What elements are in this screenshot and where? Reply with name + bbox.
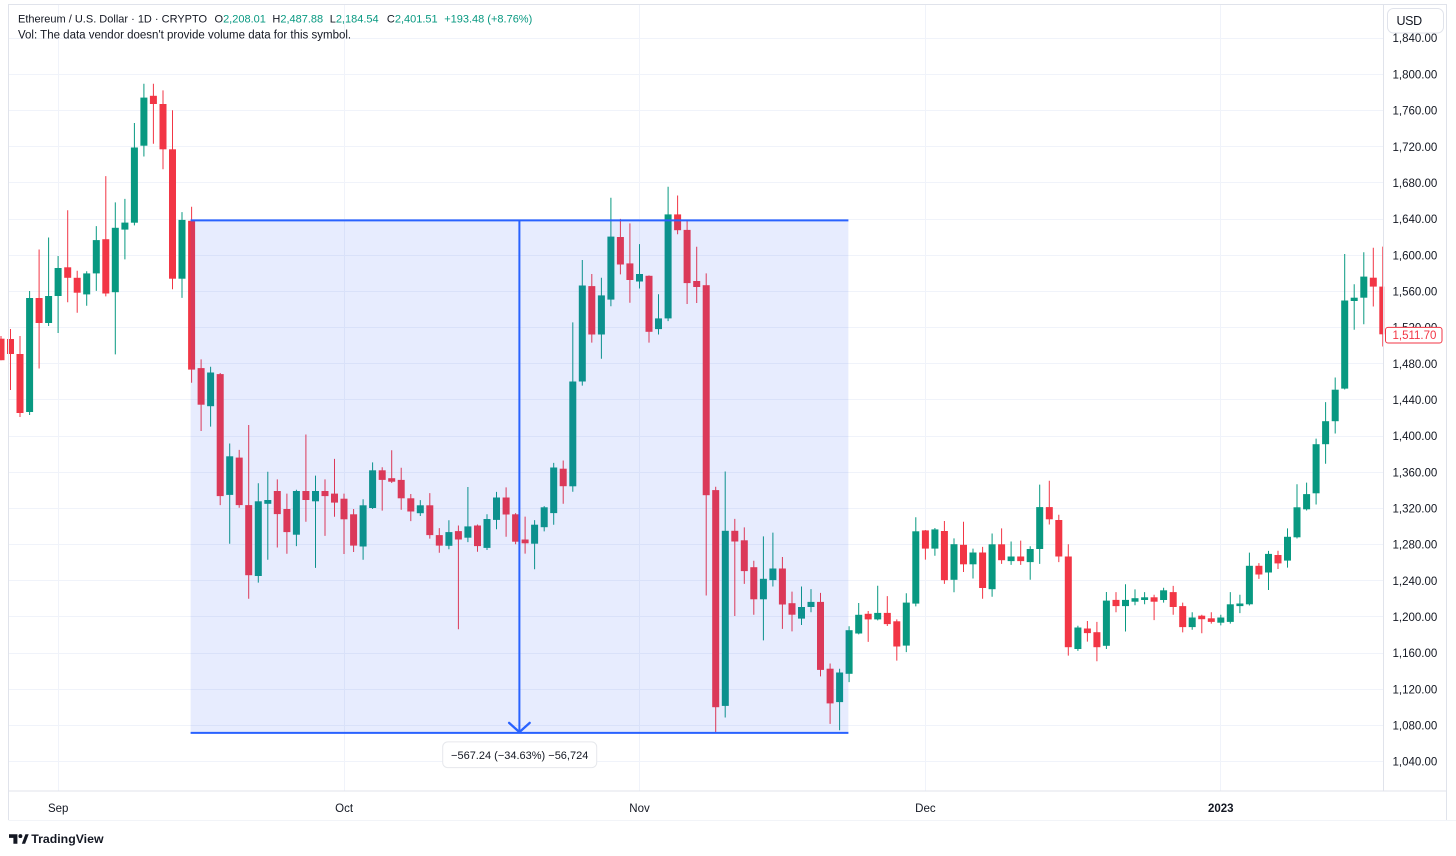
svg-text:1,760.00: 1,760.00 xyxy=(1393,106,1438,118)
svg-text:1,720.00: 1,720.00 xyxy=(1393,142,1438,154)
svg-text:−567.24 (−34.63%) −56,724: −567.24 (−34.63%) −56,724 xyxy=(451,750,588,762)
svg-text:Sep: Sep xyxy=(48,803,68,815)
svg-text:Ethereum / U.S. Dollar · 1D ·: Ethereum / U.S. Dollar · 1D · CRYPTO O2,2… xyxy=(18,13,532,25)
svg-text:USD: USD xyxy=(1397,14,1423,28)
svg-text:1,511.70: 1,511.70 xyxy=(1393,330,1437,342)
svg-text:1,120.00: 1,120.00 xyxy=(1393,684,1438,696)
svg-text:Vol: The data vendor doesn't p: Vol: The data vendor doesn't provide vol… xyxy=(18,30,351,42)
svg-text:1,320.00: 1,320.00 xyxy=(1393,504,1438,516)
svg-text:Oct: Oct xyxy=(335,803,354,815)
svg-text:1,360.00: 1,360.00 xyxy=(1393,467,1438,479)
svg-text:1,640.00: 1,640.00 xyxy=(1393,214,1438,226)
svg-text:2023: 2023 xyxy=(1208,803,1234,815)
svg-text:1,480.00: 1,480.00 xyxy=(1393,359,1438,371)
svg-text:TradingView: TradingView xyxy=(31,832,104,846)
svg-text:1,200.00: 1,200.00 xyxy=(1393,612,1438,624)
svg-text:Dec: Dec xyxy=(915,803,936,815)
svg-text:1,680.00: 1,680.00 xyxy=(1393,178,1438,190)
svg-text:1,840.00: 1,840.00 xyxy=(1393,33,1438,45)
svg-text:Nov: Nov xyxy=(629,803,650,815)
svg-text:1,280.00: 1,280.00 xyxy=(1393,540,1438,552)
svg-text:1,800.00: 1,800.00 xyxy=(1393,69,1438,81)
svg-text:1,240.00: 1,240.00 xyxy=(1393,576,1438,588)
svg-text:1,560.00: 1,560.00 xyxy=(1393,286,1438,298)
svg-text:1,400.00: 1,400.00 xyxy=(1393,431,1438,443)
svg-text:1,080.00: 1,080.00 xyxy=(1393,721,1438,733)
svg-text:1,040.00: 1,040.00 xyxy=(1393,757,1438,769)
svg-text:1,440.00: 1,440.00 xyxy=(1393,395,1438,407)
svg-text:1,160.00: 1,160.00 xyxy=(1393,648,1438,660)
svg-text:1,600.00: 1,600.00 xyxy=(1393,250,1438,262)
